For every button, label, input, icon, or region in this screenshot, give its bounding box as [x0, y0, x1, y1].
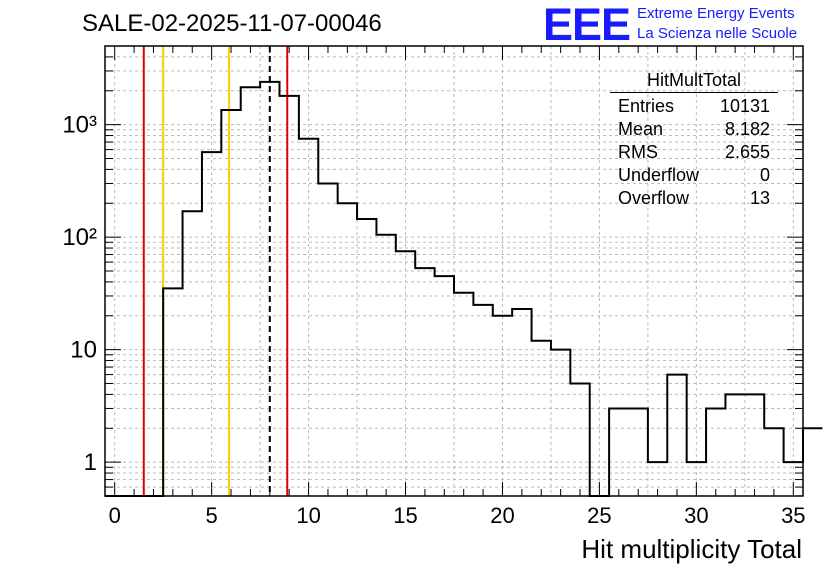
chart-title: SALE-02-2025-11-07-00046 [82, 10, 382, 37]
logo-caption: Extreme Energy Events La Scienza nelle S… [637, 4, 797, 44]
histogram-series [105, 80, 823, 497]
stats-label: Underflow [618, 165, 700, 185]
logo-caption-line1: Extreme Energy Events [637, 5, 795, 22]
x-tick-label: 0 [109, 503, 121, 528]
stats-row-entries: Entries 10131 [610, 95, 778, 118]
stats-value: 13 [749, 188, 770, 208]
x-tick-label: 25 [587, 503, 611, 528]
eee-logo: EEE [543, 0, 631, 50]
histogram-bin [241, 87, 260, 496]
stats-row-rms: RMS 2.655 [610, 141, 778, 164]
y-tick-label: 10³ [62, 112, 97, 139]
histogram-bin [725, 394, 744, 496]
x-axis-label: Hit multiplicity Total [581, 534, 802, 564]
stats-row-overflow: Overflow 13 [610, 187, 778, 210]
histogram-bin [299, 139, 318, 496]
histogram-bin [357, 219, 376, 496]
histogram-bin [629, 408, 648, 496]
histogram-bin [338, 203, 357, 496]
stats-label: Overflow [618, 188, 690, 208]
histogram-bin [609, 408, 628, 496]
x-tick-label: 20 [490, 503, 514, 528]
stats-value: 2.655 [724, 142, 770, 162]
x-tick-label: 10 [296, 503, 320, 528]
logo-caption-line2: La Scienza nelle Scuole [637, 25, 798, 42]
stats-label: RMS [618, 142, 658, 162]
histogram-bin [435, 276, 454, 496]
stats-label: Entries [618, 96, 675, 116]
stats-value: 8.182 [724, 119, 770, 139]
histogram-bin [764, 428, 783, 496]
histogram-bin [415, 268, 434, 496]
stats-row-underflow: Underflow 0 [610, 164, 778, 187]
x-tick-label: 30 [684, 503, 708, 528]
histogram-bin [376, 235, 395, 496]
histogram-bin [221, 110, 240, 496]
y-tick-label: 1 [84, 449, 97, 476]
histogram-bin [396, 251, 415, 496]
stats-title: HitMultTotal [610, 70, 778, 93]
stats-box: HitMultTotal Entries 10131 Mean 8.182 RM… [610, 70, 778, 210]
histogram-bin [551, 350, 570, 496]
histogram-bin [202, 152, 221, 496]
stats-value: 10131 [719, 96, 770, 116]
histogram-bin [803, 428, 822, 496]
y-tick-label: 10² [62, 224, 97, 251]
stats-value: 0 [759, 165, 770, 185]
stats-row-mean: Mean 8.182 [610, 118, 778, 141]
histogram-bin [493, 316, 512, 496]
histogram-bin [570, 384, 589, 497]
x-tick-label: 35 [781, 503, 805, 528]
histogram-bin [667, 375, 686, 496]
x-tick-label: 5 [206, 503, 218, 528]
histogram-bin [532, 341, 551, 496]
x-tick-label: 15 [393, 503, 417, 528]
y-tick-label: 10 [70, 337, 97, 364]
histogram-bin [706, 408, 725, 496]
histogram-bin [260, 82, 279, 496]
histogram-bin [454, 293, 473, 496]
stats-label: Mean [618, 119, 664, 139]
histogram-bin [318, 183, 337, 496]
histogram-bin [163, 288, 182, 496]
histogram-bin [512, 309, 531, 496]
histogram-bin [473, 305, 492, 496]
histogram-bin [183, 211, 202, 496]
histogram-bin [280, 96, 299, 496]
histogram-bin [745, 394, 764, 496]
